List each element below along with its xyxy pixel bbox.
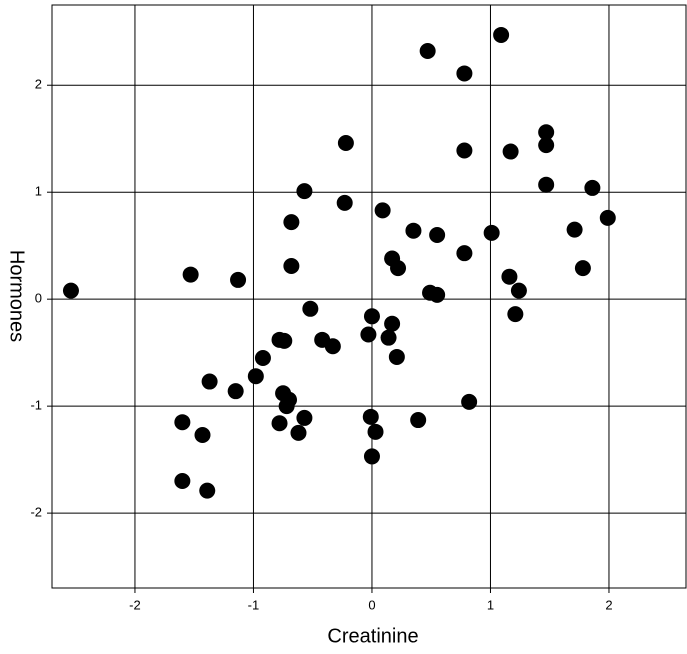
scatter-point xyxy=(566,221,583,238)
scatter-point xyxy=(336,194,353,211)
scatter-point xyxy=(419,42,436,59)
y-tick-label: 1 xyxy=(35,184,42,199)
x-tick-label: 1 xyxy=(487,597,494,612)
scatter-point xyxy=(574,260,591,277)
scatter-point xyxy=(388,348,405,365)
x-tick-label: 0 xyxy=(368,597,375,612)
scatter-point xyxy=(507,306,524,323)
scatter-point xyxy=(599,209,616,226)
scatter-point xyxy=(254,350,271,367)
scatter-point xyxy=(247,368,264,385)
x-tick-label: -2 xyxy=(129,597,141,612)
scatter-point xyxy=(429,286,446,303)
scatter-point xyxy=(296,409,313,426)
scatter-point xyxy=(367,423,384,440)
scatter-point xyxy=(363,308,380,325)
scatter-point xyxy=(324,338,341,355)
y-tick-label: 2 xyxy=(35,77,42,92)
scatter-point xyxy=(201,373,218,390)
scatter-point xyxy=(199,482,216,499)
scatter-point xyxy=(290,424,307,441)
scatter-point xyxy=(493,26,510,43)
scatter-point xyxy=(584,179,601,196)
scatter-point xyxy=(62,282,79,299)
scatter-point xyxy=(283,214,300,231)
scatter-point xyxy=(174,473,191,490)
scatter-point xyxy=(276,332,293,349)
scatter-point xyxy=(384,315,401,332)
y-tick-label: -1 xyxy=(30,398,42,413)
scatter-point xyxy=(374,202,391,219)
y-axis-label: Hormones xyxy=(6,250,28,342)
scatter-point xyxy=(174,414,191,431)
scatter-point xyxy=(461,393,478,410)
scatter-point xyxy=(429,226,446,243)
scatter-point xyxy=(538,124,555,141)
scatter-point xyxy=(456,142,473,159)
scatter-point xyxy=(510,282,527,299)
x-tick-label: -1 xyxy=(248,597,260,612)
scatter-point xyxy=(194,427,211,444)
scatter-point xyxy=(405,222,422,239)
scatter-point xyxy=(296,183,313,200)
scatter-point xyxy=(483,224,500,241)
scatter-point xyxy=(380,329,397,346)
scatter-point xyxy=(337,134,354,151)
scatter-point xyxy=(227,383,244,400)
scatter-point xyxy=(501,268,518,285)
scatter-point xyxy=(390,260,407,277)
scatter-point xyxy=(182,266,199,283)
scatter-point xyxy=(281,391,298,408)
x-tick-label: 2 xyxy=(605,597,612,612)
scatter-point xyxy=(271,415,288,432)
y-tick-label: 0 xyxy=(35,291,42,306)
scatter-point xyxy=(538,137,555,154)
scatter-point xyxy=(363,448,380,465)
x-axis-label: Creatinine xyxy=(327,625,418,647)
scatter-point xyxy=(456,65,473,82)
scatter-point xyxy=(456,245,473,262)
scatter-point xyxy=(360,326,377,343)
y-tick-label: -2 xyxy=(30,505,42,520)
plot-frame xyxy=(51,4,687,589)
scatter-point xyxy=(302,300,319,317)
scatter-point xyxy=(283,258,300,275)
scatter-point xyxy=(538,176,555,193)
scatter-point xyxy=(362,408,379,425)
scatter-point xyxy=(502,143,519,160)
scatter-point xyxy=(230,271,247,288)
scatter-point xyxy=(410,412,427,429)
